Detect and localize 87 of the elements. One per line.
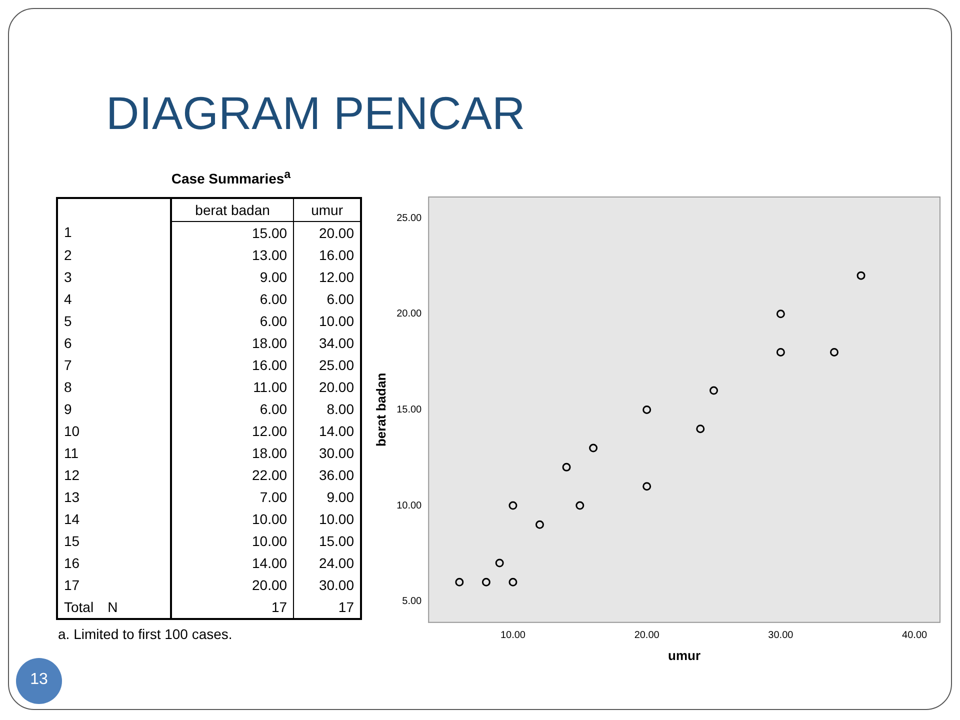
data-label: 11.00 (171, 376, 294, 398)
data-label: 14.00 (171, 552, 294, 574)
point (482, 578, 490, 586)
y-tick-label: 15.00 (396, 404, 422, 416)
text: 17 (171, 596, 294, 619)
point (830, 348, 838, 356)
data-label: 18.00 (171, 442, 294, 464)
y-tick-label: 7 (63, 356, 73, 375)
data-label: 7.00 (171, 486, 294, 508)
data-label: 15.00 (171, 221, 294, 244)
y-tick-label: 11 (63, 444, 80, 463)
text: Total (64, 598, 94, 615)
point (589, 444, 598, 452)
text: a. Limited to first 100 cases. (58, 626, 234, 642)
y-tick-label: 8 (63, 378, 73, 397)
data-label: 6.00 (171, 310, 294, 332)
data-label: 10.00 (171, 530, 294, 552)
data-label: 13.00 (171, 244, 294, 266)
y-tick-label: 10.00 (396, 500, 422, 512)
y-tick-label: 5 (63, 312, 73, 331)
data-label: 10.00 (294, 310, 361, 332)
point (710, 386, 718, 395)
category-label: 17 (338, 598, 354, 615)
data-label: 6.00 (171, 288, 294, 310)
data-label: 22.00 (171, 464, 294, 486)
x-tick-label: 10.00 (500, 630, 526, 642)
chart-title: DIAGRAM PENCAR (106, 86, 526, 140)
data-label: 16.00 (294, 244, 361, 266)
text: 13 (29, 671, 49, 689)
point (642, 482, 652, 491)
point (508, 578, 518, 586)
data-label: 12.00 (294, 266, 361, 288)
data-label: 30.00 (294, 574, 361, 596)
text: N (108, 598, 118, 615)
y-tick-label: 20.00 (396, 308, 422, 320)
y-tick-label: 13 (63, 488, 81, 507)
point (576, 501, 584, 510)
y-tick-label: 14 (63, 510, 81, 529)
x-tick-label: 40.00 (902, 630, 928, 642)
point (495, 558, 504, 568)
data-label: 24.00 (294, 552, 361, 574)
data-label: 20.00 (294, 221, 361, 244)
y-axis-title: berat badan (373, 372, 388, 447)
y-tick-label: 3 (63, 268, 73, 287)
data-label: 10.00 (171, 508, 294, 530)
point (642, 405, 652, 414)
point (696, 424, 705, 434)
point (535, 520, 544, 529)
data-label: 34.00 (294, 332, 361, 354)
y-tick-label: 16 (63, 554, 81, 573)
data-label: 20.00 (171, 574, 294, 596)
y-tick-label: 4 (63, 290, 73, 309)
y-tick-label: 9 (63, 400, 73, 419)
data-label: 30.00 (294, 442, 361, 464)
x-axis-title: umur (668, 648, 701, 663)
point (776, 348, 785, 356)
chart-title: Case Summaries$^{a}$ (170, 168, 292, 187)
y-tick-label: 12 (63, 466, 81, 485)
data-label: 9.00 (171, 266, 294, 288)
data-label: 10.00 (294, 508, 361, 530)
y-tick-label: 6 (63, 334, 73, 353)
data-label: 25.00 (294, 354, 361, 376)
y-tick-label: 5.00 (402, 596, 422, 608)
data-label: 14.00 (294, 420, 361, 442)
data-label: 6.00 (171, 398, 294, 420)
data-label: 12.00 (171, 420, 294, 442)
x-tick-label: 30.00 (768, 630, 794, 642)
y-tick-label: 15 (63, 532, 81, 551)
y-tick-label: 2 (63, 246, 73, 265)
data-label: 18.00 (171, 332, 294, 354)
data-label: 15.00 (294, 530, 361, 552)
point (508, 501, 518, 510)
y-tick-label: 17 (63, 576, 81, 595)
data-label: 20.00 (294, 376, 361, 398)
y-tick-label: 10 (63, 422, 81, 441)
point (455, 578, 464, 586)
data-label: 6.00 (294, 288, 361, 310)
y-tick-label: 25.00 (396, 212, 422, 224)
data-label: 8.00 (294, 398, 361, 420)
data-label: 16.00 (171, 354, 294, 376)
point (856, 271, 866, 280)
data-label: 36.00 (294, 464, 361, 486)
y-tick-label: 1 (63, 223, 73, 242)
point (776, 310, 785, 318)
data-label: 9.00 (294, 486, 361, 508)
point (562, 462, 571, 472)
x-tick-label: 20.00 (634, 630, 660, 642)
